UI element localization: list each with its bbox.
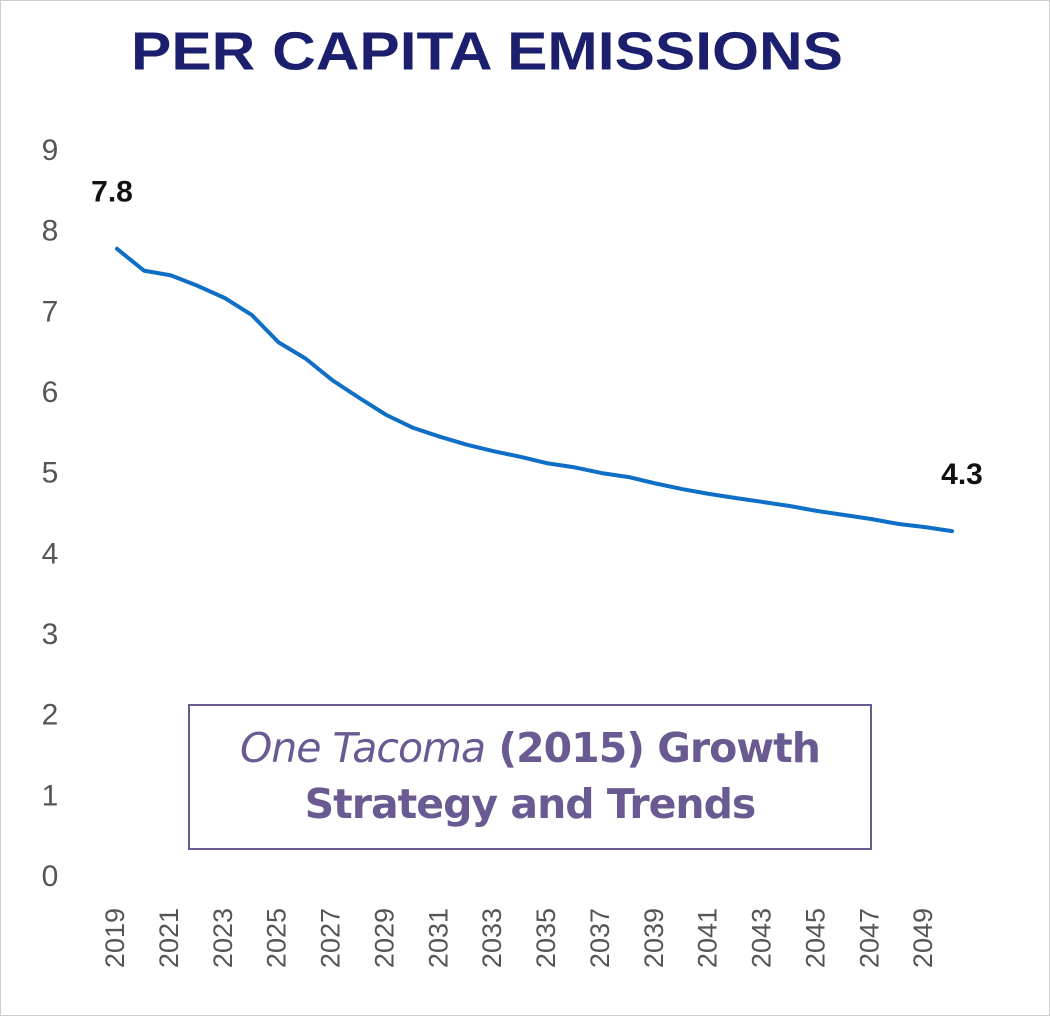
y-tick-label: 3 (42, 618, 59, 651)
x-tick-label: 2043 (747, 908, 777, 968)
x-tick-label: 2037 (585, 908, 615, 968)
annotation-text: Strategy and Trends (304, 780, 757, 828)
x-tick-label: 2033 (477, 908, 507, 968)
x-tick-label: 2023 (208, 908, 238, 968)
y-tick-label: 5 (42, 457, 59, 490)
y-tick-label: 2 (42, 699, 59, 732)
x-tick-label: 2019 (100, 908, 130, 968)
x-tick-label: 2031 (423, 908, 453, 968)
x-tick-label: 2047 (854, 908, 884, 968)
data-label: 7.8 (91, 176, 133, 209)
x-tick-label: 2035 (531, 908, 561, 968)
y-tick-label: 9 (42, 134, 59, 167)
x-tick-label: 2039 (639, 908, 669, 968)
chart-title: PER CAPITA EMISSIONS (131, 21, 843, 81)
x-tick-label: 2021 (154, 908, 184, 968)
annotation-text: (2015) Growth (498, 724, 821, 772)
annotation-italic: One Tacoma (240, 724, 486, 772)
data-label: 4.3 (941, 458, 983, 491)
y-tick-label: 4 (42, 537, 59, 570)
x-tick-label: 2029 (369, 908, 399, 968)
y-tick-label: 1 (42, 779, 59, 812)
y-tick-label: 6 (42, 376, 59, 409)
y-tick-label: 8 (42, 215, 59, 248)
y-tick-label: 7 (42, 295, 59, 328)
x-tick-label: 2025 (262, 908, 292, 968)
line (115, 246, 954, 534)
annotation-box: One Tacoma (2015) Growth Strategy and Tre… (188, 704, 872, 850)
x-tick-label: 2049 (908, 908, 938, 968)
x-tick-label: 2041 (693, 908, 723, 968)
y-tick-label: 0 (42, 860, 59, 893)
x-tick-label: 2027 (316, 908, 346, 968)
x-tick-label: 2045 (800, 908, 830, 968)
